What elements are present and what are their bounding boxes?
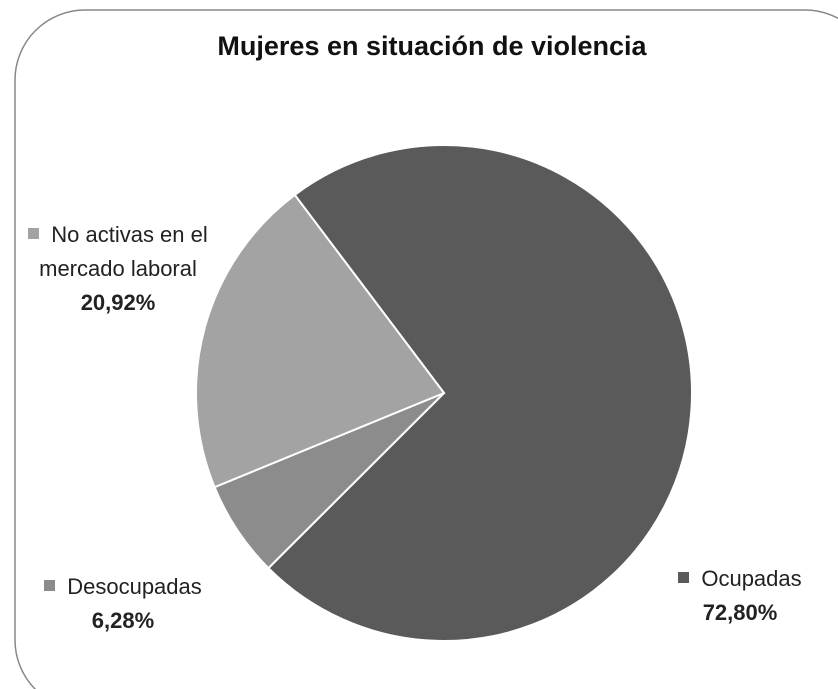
category-label: Ocupadas — [701, 566, 802, 591]
legend-swatch — [678, 572, 690, 583]
chart-title: Mujeres en situación de violencia — [217, 31, 647, 61]
label: Desocupadas 6,28% — [28, 570, 218, 638]
category-label: Desocupadas — [67, 574, 202, 599]
legend-swatch — [44, 580, 56, 591]
label: No activas en el mercado laboral 20,92% — [28, 218, 208, 320]
value-label: 6,28% — [91, 608, 155, 633]
value-label: 20,92% — [80, 290, 156, 315]
pie — [195, 144, 693, 642]
label: Ocupadas 72,80% — [660, 562, 820, 630]
pie-slice — [195, 193, 446, 489]
pie-slice — [266, 144, 693, 642]
legend-swatch — [28, 228, 40, 239]
value-label: 72,80% — [702, 600, 778, 625]
category-label: No activas en el mercado laboral — [39, 222, 208, 281]
